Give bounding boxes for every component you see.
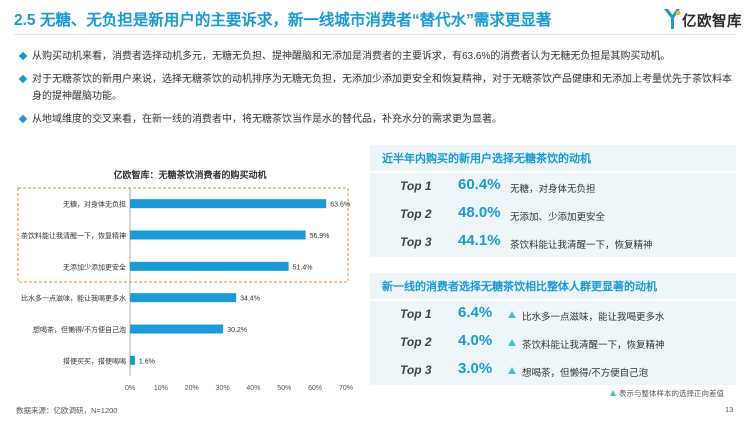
purchase-motive-chart: 亿欧智库：无糖茶饮消费者的购买动机无糖，对身体无负担 63.6% 茶饮料能让我清醒一… [16,168,364,396]
card-row: Top 3 3.0% 想喝茶，但懒得/不方便自己泡 [370,357,736,385]
rank-percent: 4.0% [458,332,493,349]
card-new-users: 近半年内购买的新用户选择无糖茶饮的动机 Top 1 60.4% 无糖，对身体无负… [370,145,736,257]
card-new-tier1: 新一线的消费者选择无糖茶饮相比整体人群更显著的动机 Top 1 6.4% 比水多… [370,273,736,385]
title-divider [14,34,736,35]
rank-percent: 60.4% [458,176,501,193]
rank-reason: 茶饮料能让我清醒一下，恢复精神 [510,240,653,251]
rank-reason: 无添加、少添加更安全 [510,212,606,223]
data-label: 56.9% [310,233,330,240]
data-source: 数据来源：亿欧调研，N=1200 [16,406,118,415]
legend-note: 表示与整体样本的选择正向差值 [610,388,724,399]
chart-title: 亿欧智库：无糖茶饮消费者的购买动机 [113,169,266,180]
data-label: 1.6% [139,358,155,365]
legend-note-text: 表示与整体样本的选择正向差值 [619,389,724,398]
category-label: 搭便买买，搭便喝喝 [63,356,126,365]
rank-reason: 无糖，对身体无负担 [510,184,596,195]
x-tick-label: 0% [125,385,135,392]
card-title: 近半年内购买的新用户选择无糖茶饮的动机 [370,145,736,173]
x-tick-label: 20% [185,385,199,392]
data-label: 63.6% [330,202,350,209]
rank-reason: 比水多一点滋味，能让我喝更多水 [522,312,665,323]
card-row: Top 2 4.0% 茶饮料能让我清醒一下，恢复精神 [370,329,736,357]
x-tick-label: 50% [277,385,291,392]
card-row: Top 2 48.0% 无添加、少添加更安全 [370,201,736,229]
logo-icon [664,9,681,29]
rank-reason: 茶饮料能让我清醒一下，恢复精神 [522,340,665,351]
rank-label: Top 2 [400,207,432,221]
page-number: 13 [725,405,734,414]
category-label: 比水多一点滋味，能让我喝更多水 [21,294,126,303]
up-triangle-icon [610,390,616,396]
x-tick-label: 30% [216,385,230,392]
data-label: 30.2% [227,327,247,334]
category-label: 无糖，对身体无负担 [63,200,126,209]
card-row: Top 3 44.1% 茶饮料能让我清醒一下，恢复精神 [370,229,736,257]
up-triangle-icon [508,367,516,374]
bar [130,293,237,303]
bar [130,199,327,209]
card-title: 新一线的消费者选择无糖茶饮相比整体人群更显著的动机 [370,273,736,301]
card-row: Top 1 6.4% 比水多一点滋味，能让我喝更多水 [370,301,736,329]
bar [130,324,224,334]
rank-label: Top 3 [400,363,432,377]
x-tick-label: 10% [154,385,168,392]
category-label: 茶饮料能让我清醒一下，恢复精神 [21,231,126,240]
rank-percent: 48.0% [458,204,501,221]
rank-percent: 6.4% [458,304,493,321]
data-label: 34.4% [240,296,260,303]
rank-label: Top 1 [400,179,432,193]
bullet-item: 从购买动机来看，消费者选择动机多元，无糖无负担、提神醒脑和无添加是消费者的主要诉… [20,48,740,65]
up-triangle-icon [508,339,516,346]
card-row: Top 1 60.4% 无糖，对身体无负担 [370,173,736,201]
up-triangle-icon [508,311,516,318]
x-tick-label: 40% [246,385,260,392]
rank-reason: 想喝茶，但懒得/不方便自己泡 [522,368,649,379]
logo-text: 亿欧智库 [682,14,742,30]
bar [130,230,306,240]
category-label: 想喝茶，但懒得/不方便自己泡 [33,325,126,334]
bar [130,261,289,271]
data-label: 51.4% [293,264,313,271]
x-tick-label: 60% [308,385,322,392]
category-label: 无添加少添加更安全 [63,262,126,271]
rank-label: Top 3 [400,235,432,249]
bullet-item: 对于无糖茶饮的新用户来说，选择无糖茶饮的动机排序为无糖无负担，无添加少添加更安全… [20,71,740,105]
page-title: 2.5 无糖、无负担是新用户的主要诉求，新一线城市消费者“替代水”需求更显著 [14,12,552,29]
rank-percent: 3.0% [458,360,493,377]
rank-percent: 44.1% [458,232,501,249]
x-tick-label: 70% [339,385,353,392]
logo: 亿欧智库 [662,6,746,32]
highlight-box [17,187,349,283]
bullet-item: 从地域维度的交叉来看，在新一线的消费者中，将无糖茶饮当作是水的替代品，补充水分的… [20,111,740,128]
rank-label: Top 2 [400,335,432,349]
rank-label: Top 1 [400,307,432,321]
bar [130,355,135,365]
bullet-list: 从购买动机来看，消费者选择动机多元，无糖无负担、提神醒脑和无添加是消费者的主要诉… [20,48,740,134]
